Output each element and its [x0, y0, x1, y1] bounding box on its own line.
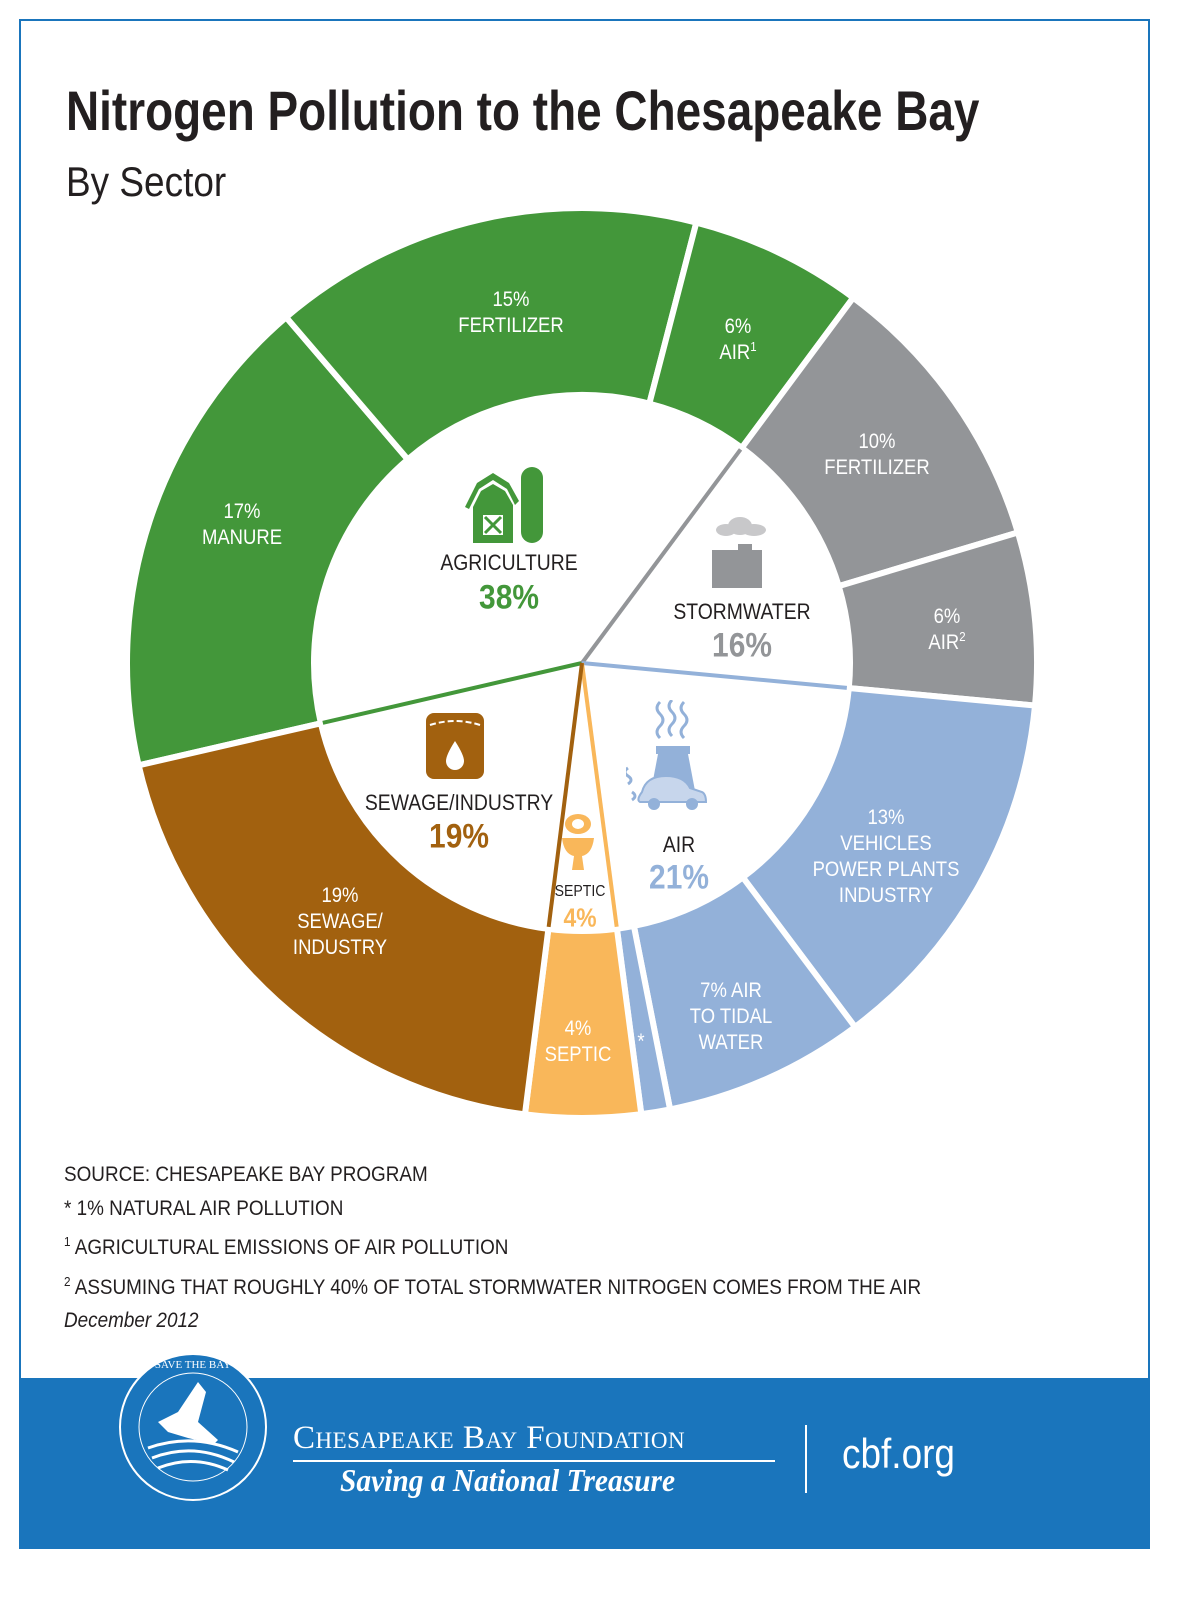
outer-label-ag-fertilizer: 15% FERTILIZER — [458, 288, 564, 337]
outer-label-sw-air: 6% AIR2 — [928, 604, 965, 656]
outer-label-manure: 17% MANURE — [201, 500, 283, 549]
outer-label-sw-air-text: 6% AIR — [928, 605, 961, 654]
sector-pct-stormwater: 16% — [712, 626, 772, 665]
inner-divider-2 — [581, 661, 848, 690]
outer-label-ag-air: 6% AIR1 — [719, 314, 756, 366]
outer-label-ag-air-text: 6% AIR — [719, 315, 752, 364]
footer-divider — [805, 1425, 807, 1493]
sector-pct-agriculture: 38% — [479, 578, 539, 617]
note-1: 1 AGRICULTURAL EMISSIONS OF AIR POLLUTIO… — [64, 1225, 921, 1265]
svg-text:SAVE THE BAY: SAVE THE BAY — [155, 1359, 231, 1371]
sector-pct-sewage: 19% — [429, 817, 489, 856]
inner-divider-4 — [546, 662, 584, 928]
inner-divider-0 — [322, 661, 583, 725]
footnotes: SOURCE: CHESAPEAKE BAY PROGRAM * 1% NATU… — [64, 1158, 921, 1338]
source-note: SOURCE: CHESAPEAKE BAY PROGRAM — [64, 1163, 428, 1186]
sector-name-septic: SEPTIC — [554, 883, 606, 900]
tagline: Saving a National Treasure — [340, 1462, 676, 1498]
sector-name-sewage: SEWAGE/INDUSTRY — [364, 790, 554, 815]
building-cloud-icon — [712, 517, 766, 588]
outer-segment-5 — [738, 684, 1039, 1032]
chart-title: Nitrogen Pollution to the Chesapeake Bay — [66, 79, 980, 142]
power-plant-car-icon — [626, 700, 708, 810]
sector-name-stormwater: STORMWATER — [673, 599, 811, 624]
outer-label-tidal: 7% AIR TO TIDAL WATER — [689, 979, 773, 1054]
star-note: * 1% NATURAL AIR POLLUTION — [64, 1196, 344, 1220]
outer-segment-9 — [135, 719, 552, 1118]
org-name: Chesapeake Bay Foundation — [293, 1420, 686, 1456]
save-the-bay-logo: SAVE THE BAY — [119, 1353, 267, 1501]
org-underline — [293, 1460, 775, 1462]
barn-silo-icon — [465, 467, 543, 543]
footnote-mark-1: 1 — [750, 339, 757, 354]
note-2: 2 ASSUMING THAT ROUGHLY 40% OF TOTAL STO… — [64, 1265, 921, 1305]
outer-segment-1 — [281, 205, 700, 464]
outer-segment-0 — [124, 313, 412, 769]
sector-pct-septic: 4% — [563, 902, 597, 933]
outer-label-sewage: 19% SEWAGE/ INDUSTRY — [292, 884, 388, 959]
sector-name-agriculture: AGRICULTURE — [440, 550, 578, 575]
note-2-mark: 2 — [64, 1273, 71, 1289]
sector-pct-air: 21% — [649, 858, 709, 897]
inner-divider-3 — [580, 662, 619, 927]
chart-subtitle: By Sector — [66, 158, 227, 205]
website-link[interactable]: cbf.org — [842, 1430, 955, 1477]
outer-label-sw-fertilizer: 10% FERTILIZER — [824, 430, 930, 479]
date-note: December 2012 — [64, 1309, 199, 1332]
tank-drop-icon — [426, 713, 484, 779]
sector-name-air: AIR — [662, 832, 696, 857]
footnote-mark-2: 2 — [959, 629, 966, 644]
outer-label-natural: * — [637, 1030, 645, 1053]
note-1-mark: 1 — [64, 1234, 71, 1249]
inner-divider-1 — [580, 448, 743, 665]
outer-label-vehicles: 13% VEHICLES POWER PLANTS INDUSTRY — [812, 806, 960, 907]
toilet-icon — [562, 814, 594, 870]
note-1-text: AGRICULTURAL EMISSIONS OF AIR POLLUTION — [70, 1236, 509, 1259]
outer-label-septic: 4% SEPTIC — [544, 1017, 612, 1066]
note-2-text: ASSUMING THAT ROUGHLY 40% OF TOTAL STORM… — [70, 1275, 922, 1299]
